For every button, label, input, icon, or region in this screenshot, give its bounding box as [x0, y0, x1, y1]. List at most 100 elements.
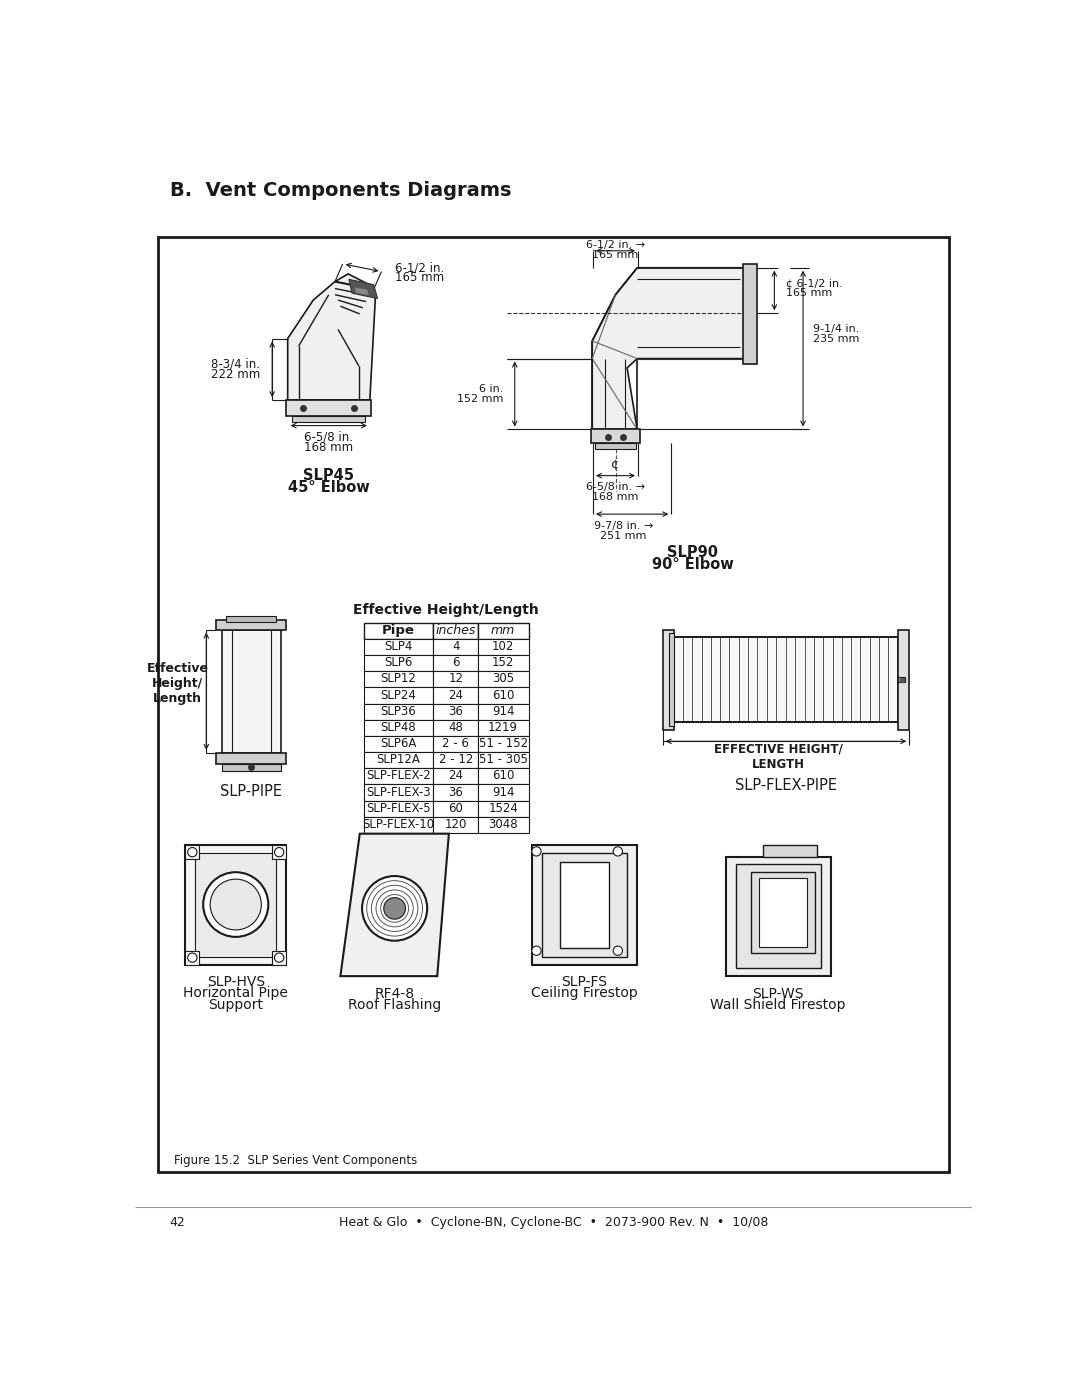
Text: Pipe: Pipe	[382, 624, 415, 637]
Bar	[227, 616, 276, 622]
Text: B.  Vent Components Diagrams: B. Vent Components Diagrams	[170, 182, 511, 200]
Text: 6-5/8 in. →: 6-5/8 in. →	[586, 482, 645, 492]
Text: 48: 48	[448, 721, 463, 733]
Text: Horizontal Pipe: Horizontal Pipe	[184, 986, 288, 1000]
Text: SLP12: SLP12	[380, 672, 417, 686]
Text: SLP90: SLP90	[667, 545, 718, 560]
Circle shape	[188, 953, 197, 963]
Text: SLP-FLEX-2: SLP-FLEX-2	[366, 770, 431, 782]
Text: 165 mm: 165 mm	[394, 271, 444, 284]
Bar	[364, 623, 433, 638]
Bar	[669, 633, 674, 726]
Text: 2 - 12: 2 - 12	[438, 753, 473, 767]
Bar	[433, 623, 478, 638]
Text: 165 mm: 165 mm	[592, 250, 638, 260]
Bar	[433, 736, 478, 752]
Bar	[216, 753, 286, 764]
Bar	[293, 415, 365, 422]
Bar	[195, 854, 276, 957]
Text: ¢ 6-1/2 in.: ¢ 6-1/2 in.	[786, 278, 842, 288]
Text: 610: 610	[491, 770, 514, 782]
Bar	[478, 784, 529, 800]
Text: Effective
Height/
Length: Effective Height/ Length	[147, 662, 208, 705]
Bar	[433, 687, 478, 704]
Bar	[478, 671, 529, 687]
Text: 305: 305	[492, 672, 514, 686]
Bar	[726, 856, 831, 977]
Bar	[364, 704, 433, 719]
Polygon shape	[762, 845, 816, 856]
Circle shape	[362, 876, 428, 940]
Circle shape	[203, 872, 268, 937]
Text: 3048: 3048	[488, 819, 518, 831]
Bar	[272, 951, 286, 964]
Bar	[433, 671, 478, 687]
Bar	[364, 719, 433, 736]
Bar	[478, 800, 529, 817]
Text: 152: 152	[491, 657, 514, 669]
Bar	[478, 736, 529, 752]
Text: Heat & Glo  •  Cyclone-BN, Cyclone-BC  •  2073-900 Rev. N  •  10/08: Heat & Glo • Cyclone-BN, Cyclone-BC • 20…	[339, 1215, 768, 1229]
Bar	[478, 704, 529, 719]
Text: Ceiling Firestop: Ceiling Firestop	[531, 986, 638, 1000]
Text: SLP-FS: SLP-FS	[562, 975, 607, 989]
Bar	[735, 865, 821, 968]
Polygon shape	[349, 279, 378, 299]
Bar	[478, 638, 529, 655]
Text: 9-7/8 in. →: 9-7/8 in. →	[594, 521, 653, 531]
Text: 12: 12	[448, 672, 463, 686]
Text: 36: 36	[448, 704, 463, 718]
Text: inches: inches	[435, 624, 476, 637]
Text: 2 - 6: 2 - 6	[443, 738, 470, 750]
Text: 36: 36	[448, 785, 463, 799]
Text: SLP-FLEX-10: SLP-FLEX-10	[363, 819, 434, 831]
Text: 45° Elbow: 45° Elbow	[288, 481, 369, 496]
Text: mm: mm	[491, 624, 515, 637]
Text: Figure 15.2  SLP Series Vent Components: Figure 15.2 SLP Series Vent Components	[174, 1154, 417, 1168]
Text: EFFECTIVE HEIGHT/
LENGTH: EFFECTIVE HEIGHT/ LENGTH	[714, 743, 842, 771]
Bar	[364, 752, 433, 768]
Text: SLP6A: SLP6A	[380, 738, 417, 750]
Bar	[186, 951, 200, 964]
Bar	[743, 264, 757, 365]
Bar	[186, 845, 286, 964]
Text: 8-3/4 in.: 8-3/4 in.	[212, 358, 260, 370]
Text: 235 mm: 235 mm	[813, 334, 860, 344]
Text: RF4-8: RF4-8	[375, 986, 415, 1000]
Bar	[595, 443, 636, 450]
Text: 251 mm: 251 mm	[600, 531, 647, 541]
Text: SLP-HVS: SLP-HVS	[206, 975, 265, 989]
Text: 6-1/2 in.: 6-1/2 in.	[394, 261, 444, 274]
Bar	[364, 736, 433, 752]
Text: 1524: 1524	[488, 802, 518, 814]
Bar	[433, 817, 478, 833]
Text: Wall Shield Firestop: Wall Shield Firestop	[711, 999, 846, 1013]
Bar	[433, 704, 478, 719]
Bar	[286, 400, 372, 415]
Bar	[433, 784, 478, 800]
Text: 24: 24	[448, 770, 463, 782]
Text: SLP-FLEX-3: SLP-FLEX-3	[366, 785, 431, 799]
Bar	[542, 854, 627, 957]
Bar	[531, 845, 637, 964]
Bar	[433, 655, 478, 671]
Text: 9-1/4 in.: 9-1/4 in.	[813, 324, 860, 334]
Circle shape	[613, 946, 622, 956]
Bar	[433, 752, 478, 768]
Text: 42: 42	[170, 1215, 186, 1229]
Bar	[433, 719, 478, 736]
Bar	[221, 764, 281, 771]
Circle shape	[613, 847, 622, 856]
Bar	[478, 623, 529, 638]
Text: SLP12A: SLP12A	[377, 753, 420, 767]
Bar	[478, 687, 529, 704]
Text: ¢: ¢	[611, 458, 620, 471]
Text: 168 mm: 168 mm	[592, 492, 638, 502]
Text: 90° Elbow: 90° Elbow	[652, 557, 734, 573]
Polygon shape	[287, 274, 375, 400]
Bar	[478, 655, 529, 671]
Text: 152 mm: 152 mm	[457, 394, 503, 404]
Bar	[364, 768, 433, 784]
Bar	[899, 630, 909, 729]
Bar	[591, 429, 640, 443]
